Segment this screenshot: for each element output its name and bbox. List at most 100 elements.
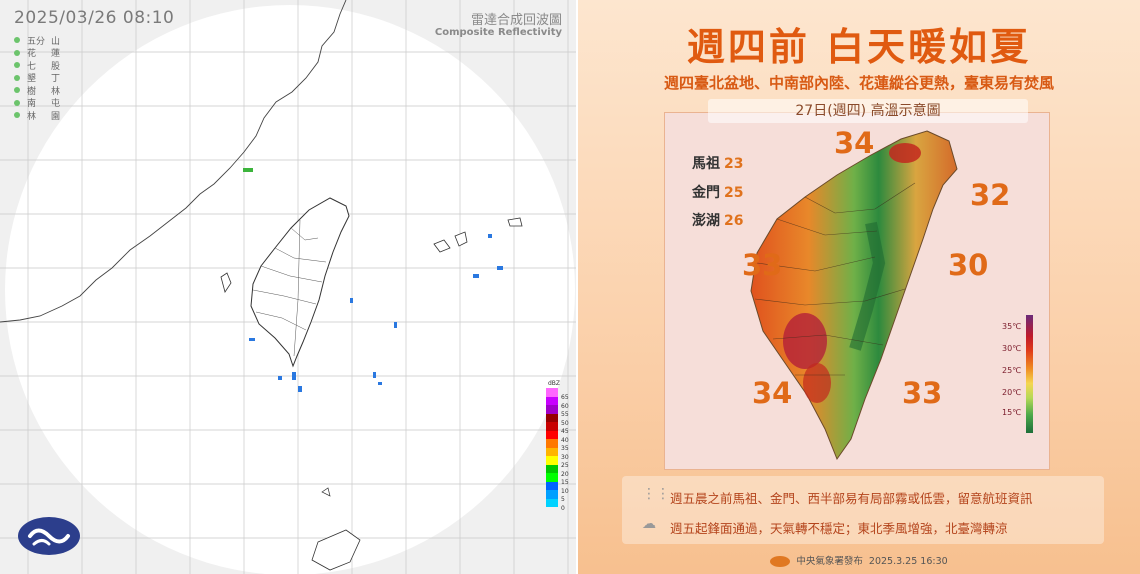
fog-icon: ⋮⋮: [642, 486, 670, 502]
island-temp: 26: [724, 213, 744, 229]
island-name: 金門: [692, 185, 720, 201]
temp-central-west: 33: [742, 248, 783, 282]
station-char: [36, 85, 51, 95]
note-fog: 週五晨之前馬祖、金門、西半部易有局部霧或低雲，留意航班資訊: [670, 491, 1033, 506]
station-dot-icon: [14, 37, 20, 44]
island-kinmen: 金門 25: [692, 182, 743, 202]
temp-northeast: 32: [970, 178, 1011, 212]
station-char: [36, 48, 51, 58]
dbz-scale-label: 55: [561, 411, 569, 418]
station-char: 分: [36, 36, 52, 47]
temp-east: 30: [948, 248, 989, 282]
dbz-scale-cell: [546, 388, 558, 397]
station-item: 林 園: [14, 109, 66, 122]
island-temp: 23: [724, 156, 744, 172]
legend-label: 15℃: [1002, 408, 1022, 417]
dbz-color-scale: [546, 388, 558, 507]
station-char: 股: [51, 61, 67, 72]
station-char: 樹: [27, 86, 37, 97]
dbz-scale-cell: [546, 490, 558, 499]
station-char: 屯: [51, 99, 67, 110]
legend-label: 30℃: [1002, 344, 1022, 353]
station-char: 林: [51, 86, 67, 97]
station-char: 林: [27, 111, 37, 122]
island-matsu: 馬祖 23: [692, 153, 743, 173]
note-front: 週五起鋒面通過，天氣轉不穩定；東北季風增強，北臺灣轉涼: [670, 521, 1008, 536]
dbz-scale-label: 5: [561, 496, 565, 503]
dbz-scale-label: 30: [561, 453, 569, 461]
dbz-scale-label: 15: [561, 479, 569, 486]
map-heading: 27日(週四) 高溫示意圖: [708, 99, 1028, 123]
legend-label: 20℃: [1002, 388, 1022, 397]
station-char: 五: [27, 36, 37, 47]
forecast-title: 週四前 白天暖如夏: [686, 25, 1032, 69]
island-name: 馬祖: [692, 156, 720, 172]
taiwan-outline: [250, 197, 350, 368]
dbz-scale-cell: [546, 396, 558, 405]
island-name: 澎湖: [692, 213, 720, 229]
temp-north: 34: [834, 126, 875, 160]
station-char: 丁: [51, 74, 67, 85]
station-char: [36, 60, 51, 70]
dbz-scale-cell: [546, 481, 558, 490]
temp-southeast: 33: [902, 376, 943, 410]
station-item: 五分山: [14, 34, 66, 47]
dbz-scale-cell: [546, 422, 558, 431]
radar-panel: 2025/03/26 08:10 雷達合成回波圖 Composite Refle…: [0, 0, 576, 574]
island-penghu: 澎湖 26: [692, 210, 743, 230]
dbz-scale-label: 10: [561, 487, 569, 495]
dbz-scale-label: 20: [561, 470, 569, 478]
rain-cloud-icon: ☁: [642, 516, 656, 532]
station-char: [36, 73, 51, 83]
island-temp: 25: [724, 185, 744, 201]
dbz-scale-cell: [546, 430, 558, 439]
station-char: 園: [51, 111, 67, 122]
dbz-scale-label: 25: [561, 462, 569, 469]
station-char: 墾: [27, 74, 37, 85]
station-item: 墾 丁: [14, 72, 67, 85]
radar-map: [0, 0, 576, 574]
station-item: 樹 林: [14, 84, 66, 97]
dbz-scale-cell: [546, 447, 558, 456]
cwa-logo-small-icon: [770, 556, 791, 567]
forecast-subtitle: 週四臺北盆地、中南部內陸、花蓮縱谷更熱，臺東易有焚風: [663, 74, 1054, 92]
temp-southwest: 34: [752, 376, 793, 410]
station-item: 花 蓮: [14, 47, 67, 60]
station-char: 蓮: [51, 49, 67, 60]
dbz-scale-label: 65: [561, 394, 569, 401]
dbz-scale-label: 0: [561, 504, 565, 512]
temperature-map: [750, 130, 958, 461]
dbz-scale-cell: [546, 439, 558, 448]
station-char: 花: [27, 49, 37, 60]
station-item: 七 股: [14, 59, 66, 72]
station-dot-icon: [14, 99, 20, 106]
station-dot-icon: [14, 62, 20, 69]
forecast-notes: ⋮⋮ 週五晨之前馬祖、金門、西半部易有局部霧或低雲，留意航班資訊 ☁ 週五起鋒面…: [622, 476, 1104, 544]
station-char: 山: [51, 36, 67, 47]
taiwan-temperature-shape: [750, 130, 958, 461]
station-char: 南: [27, 99, 37, 110]
temperature-legend-bar: [1026, 315, 1033, 433]
panel-divider: [576, 0, 578, 574]
dbz-unit-label: dBZ: [548, 380, 561, 387]
publish-time: 2025.3.25 16:30: [868, 556, 948, 567]
publisher-name: 中央氣象署發布: [796, 556, 863, 567]
dbz-scale-cell: [546, 473, 558, 482]
dbz-scale-label: 50: [561, 419, 569, 427]
dbz-scale-cell: [546, 464, 558, 473]
station-char: [36, 110, 51, 120]
station-item: 南 屯: [14, 97, 67, 110]
station-char: 七: [27, 61, 37, 72]
dbz-scale-cell: [546, 405, 558, 414]
temperature-map-box: [664, 112, 1050, 470]
dbz-scale-label: 45: [561, 428, 569, 435]
forecast-panel: 週四前 白天暖如夏 週四臺北盆地、中南部內陸、花蓮縱谷更熱，臺東易有焚風: [578, 0, 1140, 574]
dbz-scale-label: 35: [561, 445, 569, 452]
legend-label: 35℃: [1002, 322, 1022, 331]
station-dot-icon: [14, 49, 20, 56]
cwa-logo-icon: [18, 517, 80, 555]
radar-timestamp: 2025/03/26 08:10: [14, 8, 175, 28]
dbz-scale-cell: [546, 498, 558, 507]
station-dot-icon: [14, 112, 20, 119]
dbz-scale-cell: [546, 413, 558, 422]
